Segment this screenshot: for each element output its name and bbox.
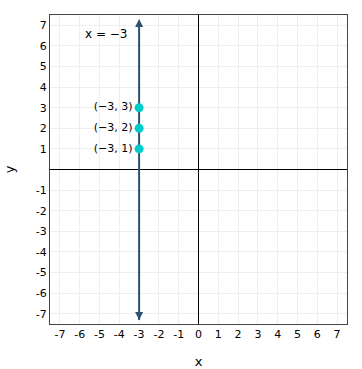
svg-text:2: 2 xyxy=(235,328,242,341)
svg-text:5: 5 xyxy=(294,328,301,341)
svg-text:7: 7 xyxy=(40,19,47,32)
svg-text:2: 2 xyxy=(40,122,47,135)
svg-text:(−3, 1): (−3, 1) xyxy=(94,142,133,155)
svg-text:3: 3 xyxy=(254,328,261,341)
svg-text:4: 4 xyxy=(274,328,281,341)
svg-text:-4: -4 xyxy=(36,246,47,259)
svg-text:-2: -2 xyxy=(36,205,47,218)
svg-text:6: 6 xyxy=(314,328,321,341)
svg-text:4: 4 xyxy=(40,81,47,94)
svg-text:(−3, 2): (−3, 2) xyxy=(94,121,133,134)
svg-text:-6: -6 xyxy=(36,287,47,300)
svg-text:-5: -5 xyxy=(94,328,105,341)
svg-text:y: y xyxy=(2,165,17,173)
svg-text:6: 6 xyxy=(40,40,47,53)
svg-text:3: 3 xyxy=(40,102,47,115)
svg-text:-5: -5 xyxy=(36,266,47,279)
svg-text:(−3, 3): (−3, 3) xyxy=(94,100,133,113)
svg-text:x = −3: x = −3 xyxy=(85,27,127,41)
svg-text:-4: -4 xyxy=(114,328,125,341)
svg-text:5: 5 xyxy=(40,60,47,73)
svg-text:-6: -6 xyxy=(74,328,85,341)
svg-text:-3: -3 xyxy=(134,328,145,341)
svg-text:-1: -1 xyxy=(36,184,47,197)
svg-text:-3: -3 xyxy=(36,225,47,238)
svg-text:0: 0 xyxy=(195,328,202,341)
svg-text:1: 1 xyxy=(215,328,222,341)
svg-text:7: 7 xyxy=(334,328,341,341)
svg-text:-2: -2 xyxy=(153,328,164,341)
svg-text:1: 1 xyxy=(40,143,47,156)
svg-text:x: x xyxy=(195,354,203,369)
svg-text:-7: -7 xyxy=(54,328,65,341)
svg-text:-1: -1 xyxy=(173,328,184,341)
svg-text:-7: -7 xyxy=(36,308,47,321)
